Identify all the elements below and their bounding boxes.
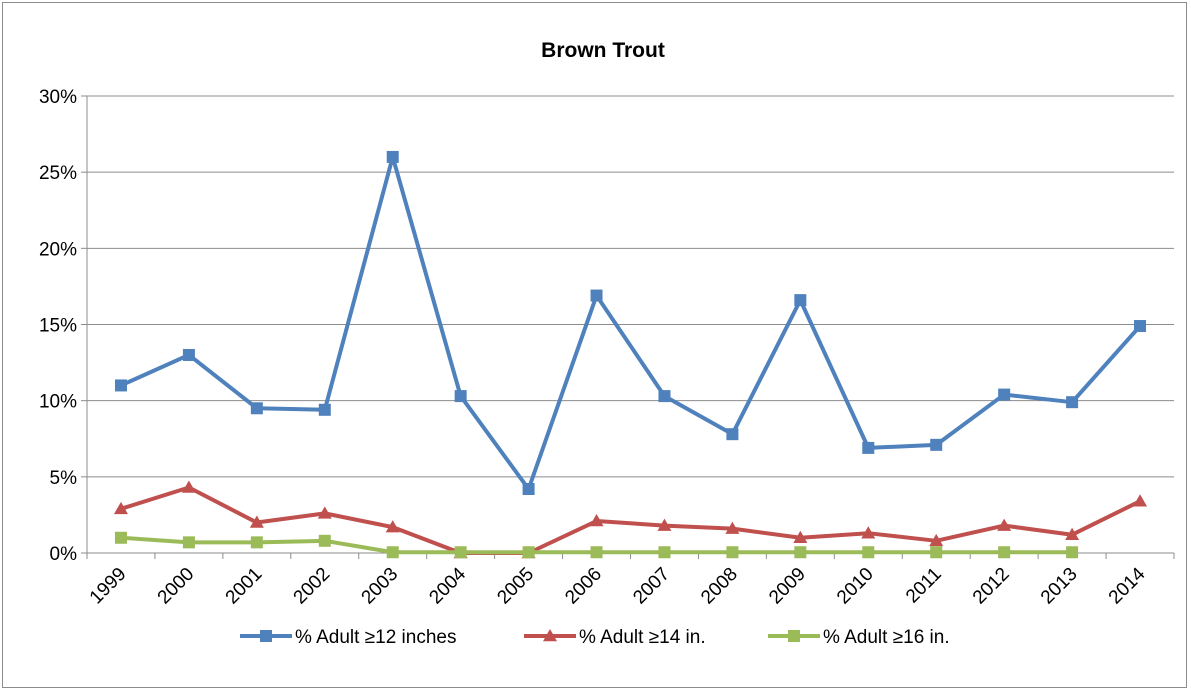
data-point xyxy=(861,526,876,539)
y-tick-label: 25% xyxy=(39,163,77,184)
legend-marker xyxy=(260,630,272,642)
data-point xyxy=(385,520,400,533)
x-tick-label: 2008 xyxy=(697,564,742,609)
data-point xyxy=(522,483,535,496)
legend-marker xyxy=(543,629,557,642)
legend-marker xyxy=(788,630,800,642)
data-point xyxy=(250,402,263,415)
x-axis-ticks: 1999 2000 2001 2002 2003 2004 2005 2006 2007 2008… xyxy=(86,563,1150,608)
y-tick-label: 30% xyxy=(39,87,77,108)
y-tick-label: 15% xyxy=(39,316,77,337)
data-point xyxy=(317,506,332,519)
data-point xyxy=(794,546,807,559)
data-point xyxy=(1133,494,1148,507)
data-point xyxy=(114,379,127,392)
series-lines xyxy=(120,154,1142,555)
x-tick-label: 2001 xyxy=(222,564,267,609)
data-point xyxy=(182,348,195,361)
series-line-2 xyxy=(120,485,1141,555)
data-point xyxy=(318,403,331,416)
x-tick-label: 2013 xyxy=(1037,564,1082,609)
x-tick-label: 2014 xyxy=(1105,563,1150,608)
data-point xyxy=(1066,396,1079,409)
data-point xyxy=(930,438,943,451)
data-point xyxy=(726,546,739,559)
data-point xyxy=(998,388,1011,401)
data-point xyxy=(454,546,467,559)
data-point xyxy=(522,546,535,559)
y-tick-label: 10% xyxy=(39,392,77,413)
data-point xyxy=(590,546,603,559)
data-point xyxy=(249,515,264,528)
x-tick-label: 2003 xyxy=(358,564,403,609)
data-point xyxy=(725,521,740,534)
data-point xyxy=(793,530,808,544)
x-tick-label: 1999 xyxy=(86,564,131,609)
data-point xyxy=(1066,546,1079,559)
legend-label: % Adult ≥12 inches xyxy=(295,627,456,648)
data-point xyxy=(862,441,875,454)
data-point xyxy=(113,501,128,515)
x-tick-label: 2000 xyxy=(154,564,199,609)
axes xyxy=(81,95,1175,559)
data-point xyxy=(454,390,467,403)
gridlines xyxy=(87,95,1174,478)
y-tick-label: 5% xyxy=(50,468,78,489)
series-markers xyxy=(113,150,1148,559)
data-point xyxy=(182,536,195,549)
data-point xyxy=(657,518,672,531)
data-point xyxy=(997,518,1012,531)
legend-label: % Adult ≥16 in. xyxy=(823,627,950,648)
data-point xyxy=(181,480,196,493)
x-tick-label: 2002 xyxy=(290,564,335,609)
data-point xyxy=(589,514,604,527)
x-tick-label: 2009 xyxy=(765,564,810,609)
data-point xyxy=(1065,527,1080,540)
legend: % Adult ≥12 inches % Adult ≥14 in. % Adult… xyxy=(240,627,950,648)
y-tick-label: 20% xyxy=(39,239,77,260)
x-tick-label: 2012 xyxy=(969,564,1014,609)
x-tick-label: 2007 xyxy=(629,564,674,609)
data-point xyxy=(794,294,807,307)
data-point xyxy=(1134,320,1147,333)
data-point xyxy=(930,546,943,559)
data-point xyxy=(862,546,875,559)
data-point xyxy=(386,150,399,163)
x-tick-label: 2004 xyxy=(425,563,470,608)
y-axis-ticks: 0% 5% 10% 15% 20% 25% 30% xyxy=(39,87,77,565)
chart-title: Brown Trout xyxy=(541,39,665,62)
data-point xyxy=(250,536,263,549)
x-tick-label: 2005 xyxy=(493,564,538,609)
y-tick-label: 0% xyxy=(50,544,78,565)
data-point xyxy=(726,428,739,441)
data-point xyxy=(114,531,127,544)
data-point xyxy=(929,533,944,547)
x-tick-label: 2011 xyxy=(902,564,946,608)
data-point xyxy=(318,534,331,547)
data-point xyxy=(386,546,399,559)
x-tick-label: 2006 xyxy=(561,564,606,609)
data-point xyxy=(658,546,671,559)
data-point xyxy=(590,289,603,302)
x-tick-label: 2010 xyxy=(833,564,878,609)
legend-label: % Adult ≥14 in. xyxy=(579,627,706,648)
data-point xyxy=(998,546,1011,559)
data-point xyxy=(658,390,671,403)
series-line-1 xyxy=(120,154,1142,492)
